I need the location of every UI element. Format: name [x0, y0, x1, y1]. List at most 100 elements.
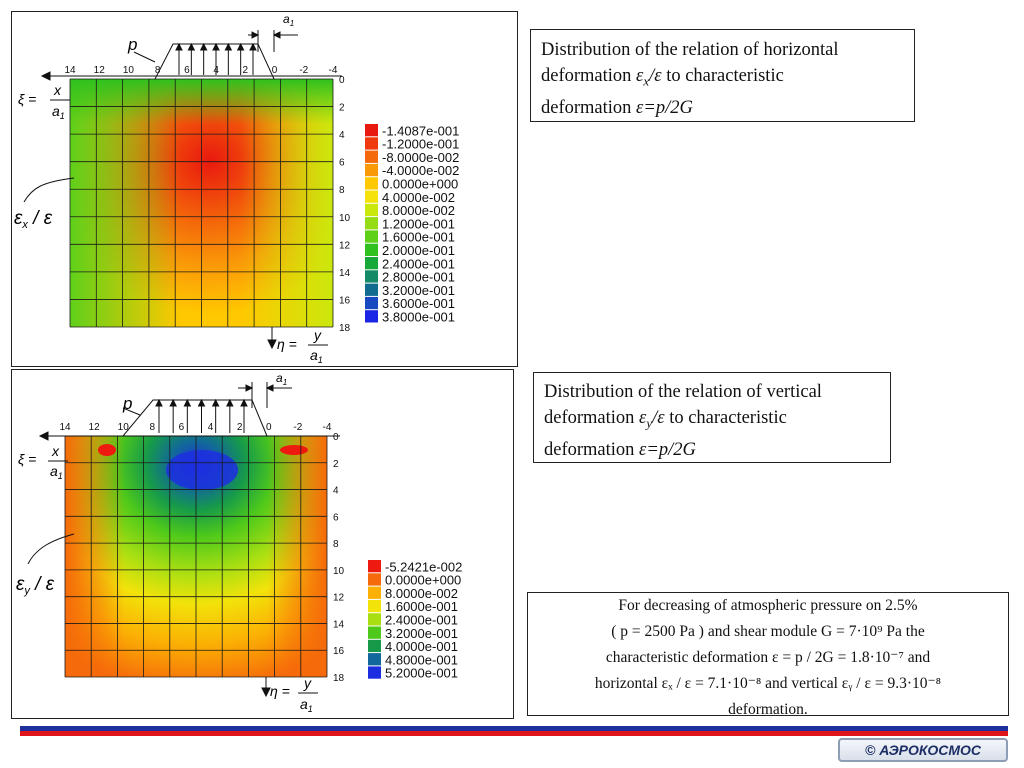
- footer-stripe-blue: [20, 726, 1008, 731]
- y-tick-label: 14: [339, 268, 351, 279]
- caption-line: Distribution of the relation of vertical: [544, 382, 822, 402]
- pressure-arrowhead: [155, 398, 163, 407]
- svg-text:η =: η =: [270, 683, 290, 699]
- footer-stripe-red: [20, 731, 1008, 736]
- caption-line: Distribution of the relation of horizont…: [541, 40, 839, 60]
- y-tick-label: 6: [333, 512, 339, 523]
- x-tick-label: 4: [213, 65, 219, 76]
- horizontal-deformation-plot: p a1 14 12 10 8 6 4 2 0 -2 -4 0 2 4 6 8 10 12 14 16 18 ξ =…: [14, 12, 459, 365]
- legend-swatch: [365, 137, 378, 150]
- legend-label: 2.8000e-001: [382, 270, 455, 285]
- legend-label: 2.4000e-001: [382, 256, 455, 271]
- legend-swatch: [368, 586, 381, 599]
- x-tick-label: 6: [184, 65, 190, 76]
- note-line: horizontal εₓ / ε = 7.1·10⁻⁸ and vertica…: [594, 675, 942, 692]
- legend-swatch: [365, 150, 378, 163]
- x-tick-label: 2: [237, 422, 243, 433]
- svg-text:x: x: [51, 443, 60, 459]
- caption-line: deformation ε=p/2G: [541, 97, 693, 118]
- note-line: characteristic deformation ε = p / 2G = …: [605, 649, 931, 666]
- y-tick-label: 12: [339, 240, 351, 251]
- x-tick-label: 8: [150, 422, 156, 433]
- pressure-load-diagram: [27, 382, 340, 698]
- pressure-arrowhead: [199, 42, 208, 51]
- y-axis-ticks: 0 2 4 6 8 10 12 14 16 18: [333, 432, 345, 684]
- y-tick-label: 2: [339, 103, 345, 114]
- pressure-arrowhead: [249, 42, 257, 51]
- legend-label: 0.0000e+000: [382, 177, 458, 192]
- pressure-load-diagram: [23, 30, 342, 350]
- legend-swatch: [365, 296, 378, 310]
- x-tick-label: 0: [266, 422, 272, 433]
- legend-swatch: [368, 626, 381, 639]
- field-label: εy / ε: [16, 574, 55, 597]
- y-tick-label: 14: [333, 619, 345, 630]
- vertical-deformation-panel: p a1 14 12 10 8 6 4 2 0 -2 -4 0 2 4 6 8 10 12 14 16 18 ξ =…: [11, 369, 514, 719]
- legend-label: 3.2000e-001: [385, 626, 458, 641]
- color-legend: -5.2421e-0020.0000e+0008.0000e-0021.6000…: [368, 559, 462, 681]
- legend-label: 2.0000e-001: [382, 243, 455, 258]
- pressure-label: p: [127, 35, 137, 54]
- x-axis-ticks: 14 12 10 8 6 4 2 0 -2 -4: [64, 65, 337, 76]
- field-label: εx / ε: [14, 208, 53, 231]
- color-legend: -1.4087e-001-1.2000e-001-8.0000e-002-4.0…: [365, 123, 459, 325]
- legend-label: 1.6000e-001: [385, 599, 458, 614]
- legend-swatch: [365, 124, 378, 137]
- width-label: a1: [283, 12, 294, 28]
- note-line: ( p = 2500 Pa ) and shear module G = 7·1…: [611, 623, 925, 640]
- y-tick-label: 8: [333, 539, 339, 550]
- x-tick-label: 0: [272, 65, 278, 76]
- legend-label: -1.4087e-001: [382, 123, 459, 138]
- y-tick-label: 2: [333, 459, 339, 470]
- horizontal-deformation-panel: p a1 14 12 10 8 6 4 2 0 -2 -4 0 2 4 6 8 10 12 14 16 18 ξ =…: [11, 11, 518, 367]
- y-tick-label: 0: [333, 432, 339, 443]
- note-line: For decreasing of atmospheric pressure o…: [618, 597, 918, 614]
- legend-swatch: [365, 243, 378, 256]
- y-tick-label: 10: [333, 566, 345, 577]
- x-tick-label: -4: [323, 422, 332, 433]
- legend-swatch: [368, 613, 381, 626]
- x-tick-label: 12: [94, 65, 106, 76]
- y-tick-label: 18: [333, 673, 345, 684]
- pressure-arrowhead: [169, 398, 177, 407]
- width-label: a1: [276, 371, 287, 387]
- x-tick-label: 10: [118, 422, 130, 433]
- legend-swatch: [368, 666, 381, 679]
- legend-label: 5.2000e-001: [385, 666, 458, 681]
- y-tick-label: 4: [339, 130, 345, 141]
- pressure-arrowhead: [236, 42, 245, 51]
- legend-label: 3.2000e-001: [382, 283, 455, 298]
- svg-text:y: y: [313, 327, 322, 343]
- legend-label: 3.8000e-001: [382, 310, 455, 325]
- calculation-note: For decreasing of atmospheric pressure o…: [527, 592, 1009, 718]
- x-tick-label: 6: [179, 422, 185, 433]
- x-tick-label: -2: [299, 65, 308, 76]
- x-tick-label: 4: [208, 422, 214, 433]
- legend-label: 4.0000e-002: [382, 190, 455, 205]
- y-axis-ticks: 0 2 4 6 8 10 12 14 16 18: [339, 75, 351, 334]
- x-tick-label: -2: [293, 422, 302, 433]
- legend-swatch: [365, 190, 378, 203]
- legend-swatch: [365, 310, 378, 323]
- pressure-arrowhead: [175, 42, 183, 51]
- legend-label: -1.2000e-001: [382, 137, 459, 152]
- x-tick-label: 12: [89, 422, 101, 433]
- svg-text:a1: a1: [310, 347, 323, 365]
- pressure-arrowhead: [211, 398, 220, 407]
- pressure-label: p: [122, 394, 132, 413]
- x-axis-ticks: 14 12 10 8 6 4 2 0 -2 -4: [59, 422, 331, 433]
- pressure-arrowhead: [197, 398, 206, 407]
- legend-swatch: [368, 599, 381, 613]
- svg-text:η =: η =: [277, 336, 297, 352]
- y-tick-label: 6: [339, 158, 345, 169]
- pressure-arrowhead: [224, 42, 233, 51]
- svg-text:a1: a1: [300, 696, 313, 714]
- vertical-deformation-caption: Distribution of the relation of vertical…: [533, 372, 891, 463]
- svg-text:a1: a1: [52, 103, 65, 121]
- legend-label: 1.6000e-001: [382, 230, 455, 245]
- legend-label: 8.0000e-002: [385, 586, 458, 601]
- y-tick-label: 16: [333, 646, 345, 657]
- aerocosmos-logo: © АЭРОКОСМОС: [838, 738, 1008, 762]
- legend-swatch: [365, 177, 378, 190]
- y-tick-label: 0: [339, 75, 345, 86]
